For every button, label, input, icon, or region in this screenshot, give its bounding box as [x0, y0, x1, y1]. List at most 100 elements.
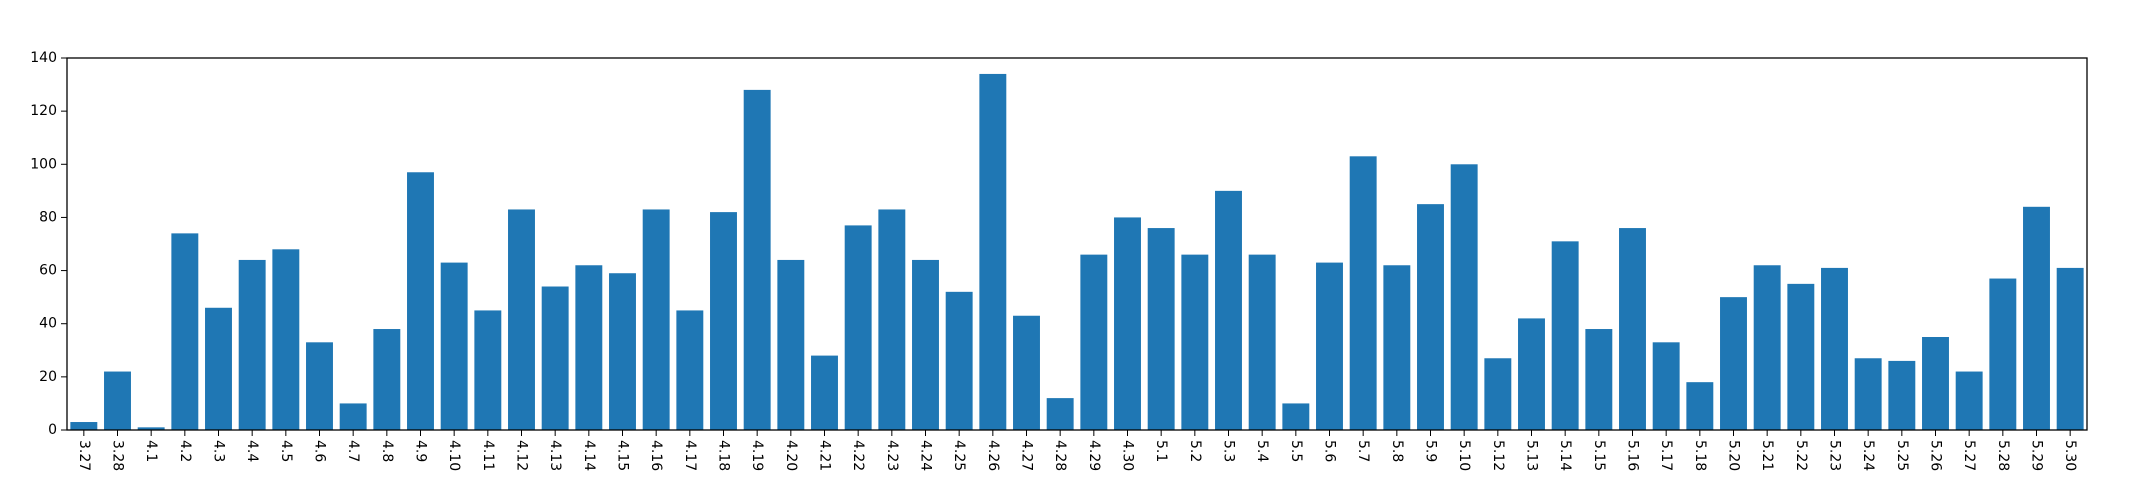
bar-5.30 [2056, 267, 2084, 430]
x-tick-label: 5.4 [1254, 440, 1270, 462]
bar-5.9 [1417, 204, 1444, 430]
x-tick-label: 5.18 [1692, 440, 1708, 471]
bar-4.24 [912, 259, 939, 430]
bar-5.26 [1922, 337, 1949, 430]
x-tick-label: 4.24 [918, 440, 934, 471]
x-axis: 3.27 3.28 4.1 4.2 4.3 4.4 4.5 4.6 4.7 4.8 4.9 4.10 4… [76, 430, 2078, 471]
bar-5.16 [1619, 228, 1646, 430]
y-tick-label: 60 [39, 263, 57, 279]
x-tick-label: 5.27 [1961, 440, 1977, 471]
bar-3.28 [104, 371, 131, 430]
bar-4.30 [1114, 217, 1141, 430]
x-tick-label: 4.10 [446, 440, 462, 471]
x-tick-label: 5.7 [1355, 440, 1371, 462]
bar-5.7 [1349, 156, 1377, 430]
bar-5.15 [1585, 329, 1613, 430]
bar-5.2 [1181, 254, 1209, 430]
bar-4.20 [777, 259, 805, 430]
y-tick-label: 40 [39, 316, 57, 332]
bar-4.16 [642, 209, 670, 430]
x-tick-label: 4.20 [783, 440, 799, 471]
x-tick-label: 5.6 [1322, 440, 1338, 462]
y-tick-label: 140 [30, 50, 57, 66]
bar-4.29 [1080, 254, 1108, 430]
y-tick-label: 0 [48, 422, 57, 438]
bar-5.6 [1316, 262, 1343, 430]
x-tick-label: 4.29 [1086, 440, 1102, 471]
bar-4.6 [306, 342, 333, 430]
bar-5.28 [1989, 278, 2017, 430]
x-tick-label: 4.8 [379, 440, 395, 462]
bar-4.15 [609, 273, 636, 430]
bar-4.5 [272, 249, 300, 430]
plot-frame [66, 57, 2088, 431]
bar-4.1 [137, 427, 165, 430]
bar-5.29 [2023, 206, 2050, 430]
x-tick-label: 4.19 [749, 440, 765, 471]
bar-5.25 [1888, 360, 1916, 430]
x-tick-label: 4.17 [682, 440, 698, 471]
bar-4.3 [205, 307, 232, 430]
y-tick-label: 20 [39, 369, 57, 385]
y-tick-label: 120 [30, 103, 57, 119]
bar-4.23 [878, 209, 906, 430]
x-tick-label: 5.20 [1726, 440, 1742, 471]
x-tick-label: 5.25 [1894, 440, 1910, 471]
bar-4.21 [811, 355, 838, 430]
bar-4.19 [743, 89, 771, 430]
bar-5.22 [1787, 283, 1815, 430]
bar-5.21 [1753, 265, 1781, 430]
x-tick-label: 4.26 [985, 440, 1001, 471]
x-tick-label: 5.26 [1928, 440, 1944, 471]
y-tick-label: 100 [30, 156, 57, 172]
x-tick-label: 4.23 [884, 440, 900, 471]
x-tick-label: 4.18 [716, 440, 732, 471]
bar-4.26 [979, 73, 1007, 430]
bar-5.27 [1955, 371, 1983, 430]
y-tick-label: 80 [39, 209, 57, 225]
x-tick-label: 4.13 [547, 440, 563, 471]
bar-5.17 [1652, 342, 1680, 430]
x-tick-label: 5.17 [1658, 440, 1674, 471]
x-tick-label: 4.11 [480, 440, 496, 471]
x-tick-label: 5.13 [1524, 440, 1540, 471]
bar-5.20 [1720, 297, 1747, 430]
x-tick-label: 5.16 [1625, 440, 1641, 471]
x-tick-label: 3.28 [110, 440, 126, 471]
x-tick-label: 4.5 [278, 440, 294, 462]
bar-5.12 [1484, 358, 1512, 430]
x-tick-label: 5.23 [1827, 440, 1843, 471]
x-tick-label: 5.5 [1288, 440, 1304, 462]
x-tick-label: 5.28 [1995, 440, 2011, 471]
bar-4.28 [1046, 398, 1074, 430]
x-tick-label: 5.30 [2062, 440, 2078, 471]
bar-4.4 [238, 259, 266, 430]
x-tick-label: 5.9 [1423, 440, 1439, 462]
x-tick-label: 4.16 [648, 440, 664, 471]
x-tick-label: 5.12 [1490, 440, 1506, 471]
bar-5.24 [1854, 358, 1882, 430]
bar-4.14 [575, 265, 603, 430]
x-tick-label: 4.25 [951, 440, 967, 471]
bar-3.27 [70, 422, 98, 430]
bar-5.4 [1248, 254, 1276, 430]
bar-4.22 [844, 225, 872, 430]
bar-5.5 [1282, 403, 1310, 430]
y-axis: 0 20 40 60 80 100 120 140 [30, 50, 67, 438]
bar-5.8 [1383, 265, 1411, 430]
bar-4.13 [541, 286, 569, 430]
bar-4.12 [508, 209, 535, 430]
x-tick-label: 4.2 [177, 440, 193, 462]
x-tick-label: 4.21 [817, 440, 833, 471]
x-tick-label: 4.7 [345, 440, 361, 462]
x-tick-label: 5.22 [1793, 440, 1809, 471]
bars-group [70, 73, 2084, 431]
bar-4.10 [440, 262, 468, 430]
bar-4.25 [945, 291, 973, 430]
bar-4.8 [373, 329, 401, 430]
bar-5.14 [1551, 241, 1579, 430]
bar-4.2 [171, 233, 199, 430]
x-tick-label: 5.14 [1557, 440, 1573, 471]
x-tick-label: 4.4 [244, 440, 260, 462]
